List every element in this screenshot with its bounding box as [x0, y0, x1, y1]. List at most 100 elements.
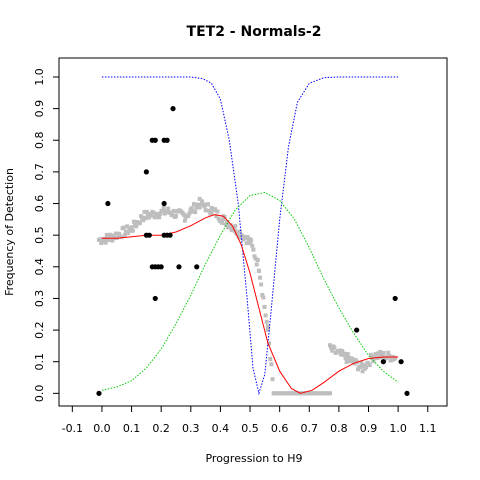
gray-point: [141, 215, 146, 220]
gray-point: [258, 275, 263, 280]
gray-point: [147, 215, 152, 220]
black-point: [170, 106, 176, 112]
gray-point: [254, 262, 259, 267]
gray-point: [269, 362, 274, 367]
gray-point: [359, 360, 364, 365]
gray-point: [125, 224, 130, 229]
gray-point: [173, 213, 178, 218]
y-tick-label: 0.7: [33, 163, 46, 181]
y-axis-label: Frequency of Detection: [3, 168, 16, 296]
y-tick-label: 0.2: [33, 321, 46, 339]
gray-point: [328, 343, 333, 348]
gray-point: [102, 236, 107, 241]
gray-point: [252, 254, 257, 259]
gray-point: [171, 208, 176, 213]
y-tick-label: 0.0: [33, 385, 46, 403]
gray-point: [187, 211, 192, 216]
gray-point: [209, 211, 214, 216]
gray-point: [106, 237, 111, 242]
gray-point: [166, 206, 171, 211]
x-tick-label: -0.1: [62, 422, 83, 435]
gray-point: [266, 341, 271, 346]
gray-point: [264, 319, 269, 324]
gray-point: [261, 295, 266, 300]
black-point: [404, 390, 410, 396]
x-tick-label: 0.0: [93, 422, 111, 435]
gray-point: [200, 199, 205, 204]
gray-point: [223, 222, 228, 227]
gray-point: [186, 213, 191, 218]
gray-point: [139, 214, 144, 219]
gray-point: [158, 211, 163, 216]
blue-curve: [101, 76, 399, 396]
gray-point: [197, 205, 202, 210]
gray-point: [237, 229, 242, 234]
gray-point: [236, 234, 241, 239]
gray-point: [364, 365, 369, 370]
gray-point: [260, 292, 265, 297]
gray-point: [265, 327, 270, 332]
black-point: [96, 390, 102, 396]
gray-point: [149, 213, 154, 218]
gray-point: [238, 235, 243, 240]
x-tick-label: 0.6: [271, 422, 289, 435]
gray-point: [381, 350, 386, 355]
gray-point: [196, 203, 201, 208]
gray-point: [332, 345, 337, 350]
y-tick-label: 0.1: [33, 353, 46, 371]
gray-point: [98, 237, 103, 242]
gray-point: [268, 356, 273, 361]
gray-point: [253, 256, 258, 261]
fitted-curves: [101, 76, 399, 396]
gray-point: [233, 228, 238, 233]
gray-point: [157, 215, 162, 220]
x-tick-label: 0.7: [301, 422, 319, 435]
black-point: [161, 200, 167, 207]
gray-point: [249, 238, 254, 243]
x-axis-label: Progression to H9: [205, 452, 302, 465]
gray-point: [235, 231, 240, 236]
gray-point: [263, 313, 268, 318]
gray-point: [165, 210, 170, 215]
gray-point: [197, 196, 202, 201]
gray-point: [329, 345, 334, 350]
gray-point: [130, 228, 135, 233]
gray-point: [220, 220, 225, 225]
gray-point: [256, 268, 261, 273]
black-point: [152, 137, 158, 143]
gray-point: [353, 358, 358, 363]
gray-point: [203, 208, 208, 213]
x-tick-label: 1.0: [389, 422, 407, 435]
plot-frame: [58, 57, 448, 407]
gray-point: [342, 351, 347, 356]
gray-point: [240, 233, 245, 238]
gray-point: [182, 218, 187, 223]
gray-point: [328, 391, 333, 396]
gray-point: [338, 348, 343, 353]
gray-point: [153, 214, 158, 219]
gray-point: [109, 233, 114, 238]
gray-point: [207, 208, 212, 213]
x-tick-label: 0.5: [241, 422, 259, 435]
gray-point: [143, 216, 148, 221]
gray-point: [190, 209, 195, 214]
x-tick-label: 1.1: [419, 422, 437, 435]
gray-point: [356, 367, 361, 372]
gray-point: [389, 357, 394, 362]
y-tick-label: 0.8: [33, 132, 46, 150]
gray-point: [387, 353, 392, 358]
gray-point: [110, 238, 115, 243]
gray-point: [255, 258, 260, 263]
gray-point: [202, 204, 207, 209]
black-point: [158, 264, 164, 270]
gray-point: [348, 359, 353, 364]
black-point: [152, 295, 158, 302]
gray-point: [151, 210, 156, 215]
gray-point: [154, 211, 159, 216]
gray-point: [250, 243, 255, 248]
gray-point: [137, 221, 142, 226]
gray-point: [134, 224, 139, 229]
x-tick-label: 0.4: [212, 422, 230, 435]
gray-point: [245, 235, 250, 240]
